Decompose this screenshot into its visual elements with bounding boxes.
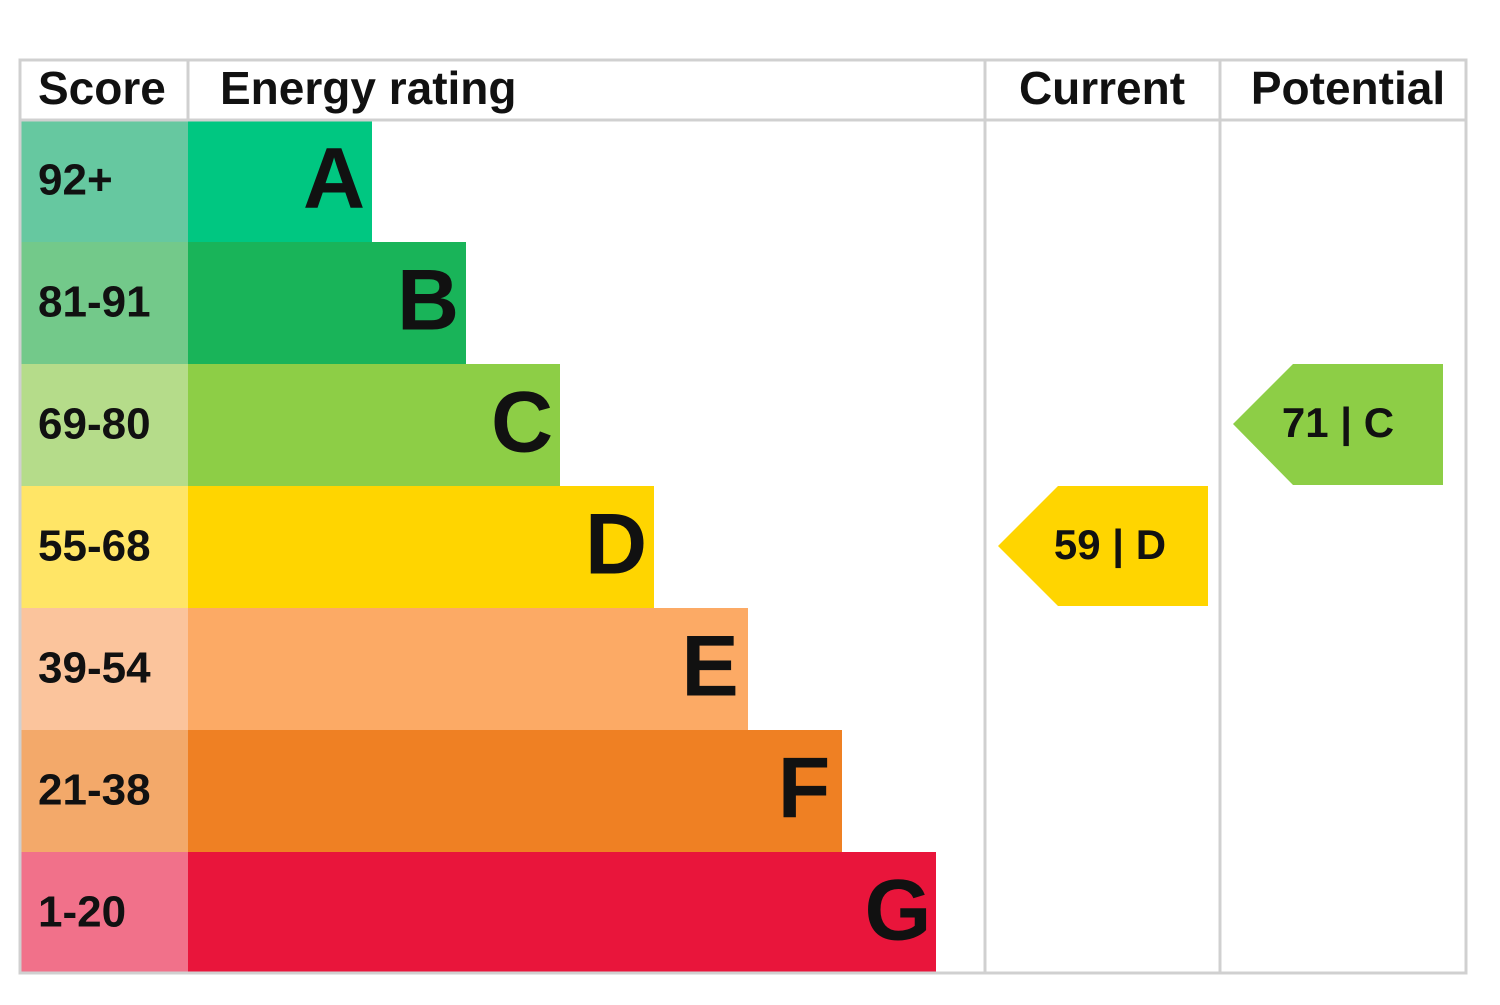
rating-bar [188, 852, 936, 974]
rating-bar [188, 486, 654, 608]
current-label: 59 | D [1054, 521, 1166, 569]
header-score: Score [38, 62, 166, 114]
score-label: 1-20 [38, 888, 126, 937]
rating-bar [188, 120, 372, 242]
potential-label: 71 | C [1282, 399, 1394, 447]
header-current: Current [1019, 62, 1185, 114]
score-label: 21-38 [38, 766, 151, 815]
score-cell [20, 364, 188, 486]
rating-letter: C [491, 375, 553, 471]
rating-letter: F [778, 741, 831, 837]
rows: 92+ A 81-91 B 69-80 C 55-68 D 39-54 E 21-38 F 1-20 G [20, 120, 936, 974]
score-label: 92+ [38, 156, 113, 205]
rating-letter: D [585, 497, 647, 593]
rating-letter: E [681, 619, 738, 715]
rating-bar [188, 242, 466, 364]
score-cell [20, 486, 188, 608]
frame [18, 58, 1468, 975]
border [18, 58, 1468, 975]
score-cell [20, 852, 188, 974]
rating-letter: A [303, 131, 365, 227]
potential-arrow [1233, 364, 1443, 485]
score-cell [20, 730, 188, 852]
score-cell [20, 120, 188, 242]
score-label: 39-54 [38, 644, 151, 693]
score-cell [20, 608, 188, 730]
score-label: 81-91 [38, 278, 151, 327]
rating-letter: B [397, 253, 459, 349]
header-rating: Energy rating [220, 62, 517, 114]
score-cell [20, 242, 188, 364]
current-arrow [998, 486, 1208, 606]
rating-letter: G [865, 863, 932, 959]
score-label: 69-80 [38, 400, 151, 449]
score-label: 55-68 [38, 522, 151, 571]
rating-bar [188, 608, 748, 730]
rating-bar [188, 730, 842, 852]
rating-bar [188, 364, 560, 486]
header-potential: Potential [1251, 62, 1445, 114]
